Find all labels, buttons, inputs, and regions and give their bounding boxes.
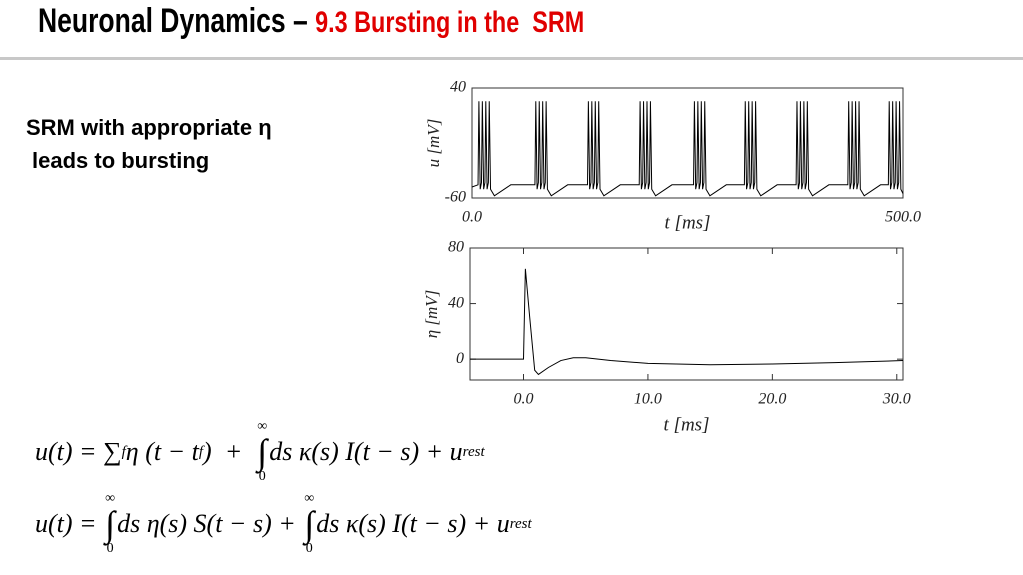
y-tick-label: 0 — [456, 350, 464, 367]
y-tick-label: 40 — [448, 294, 464, 311]
eq-integral: ∫ — [105, 504, 116, 544]
eq-part: ds κ(s) I(t − s) + u — [269, 437, 463, 466]
eq-integral: ∫ — [304, 504, 315, 544]
eq-upper: ∞ — [105, 491, 116, 506]
eq-sup: f — [198, 443, 204, 460]
eq-integral: ∫ — [257, 432, 268, 472]
text-line: SRM with appropriate η — [26, 115, 272, 140]
eq-part: η (t − t — [125, 437, 199, 466]
eq-part: ) + — [203, 437, 256, 466]
eq-sub: rest — [462, 443, 485, 460]
trace — [470, 268, 904, 376]
trace — [471, 101, 904, 197]
eq-lower: 0 — [106, 541, 114, 556]
eq-lower: 0 — [258, 469, 266, 484]
x-tick-label: 20.0 — [758, 391, 786, 408]
eq-part: ds η(s) S(t − s) + — [117, 509, 303, 538]
eq-sub: rest — [509, 515, 532, 532]
y-tick-label: 80 — [448, 239, 464, 256]
eq-upper: ∞ — [257, 419, 268, 434]
x-axis-label: t [ms] — [665, 212, 711, 233]
y-tick-label: -60 — [445, 189, 466, 206]
x-tick-label: 10.0 — [634, 391, 662, 408]
text-line: leads to bursting — [32, 148, 210, 173]
x-axis-label: t [ms] — [664, 414, 710, 435]
y-axis-label: η [mV] — [422, 290, 441, 339]
plot-frame — [471, 87, 904, 199]
eq-part: u(t) = ∑ — [35, 437, 122, 466]
plot-frame — [469, 247, 904, 381]
title: Neuronal Dynamics – — [38, 2, 316, 40]
header: Neuronal Dynamics – 9.3 Bursting in the … — [38, 2, 584, 41]
eq-upper: ∞ — [304, 491, 315, 506]
subtitle: 9.3 Bursting in the SRM — [315, 6, 585, 39]
x-tick-label: 30.0 — [882, 391, 911, 408]
x-tick-label: 500.0 — [885, 209, 921, 226]
y-tick-label: 40 — [450, 79, 466, 96]
header-rule — [0, 57, 1023, 60]
eq-part: ds κ(s) I(t − s) + u — [316, 509, 510, 538]
eq-sub: f — [121, 443, 126, 460]
eq-lower: 0 — [305, 541, 313, 556]
eq-part: u(t) = — [35, 509, 104, 538]
x-tick-label: 0.0 — [514, 391, 534, 408]
y-axis-label: u [mV] — [424, 119, 443, 168]
equation: u(t) = ∞ ∫ 0 ds η(s) S(t − s) + ∞ ∫ 0 ds κ(s… — [35, 492, 532, 556]
x-tick-label: 0.0 — [462, 209, 482, 226]
